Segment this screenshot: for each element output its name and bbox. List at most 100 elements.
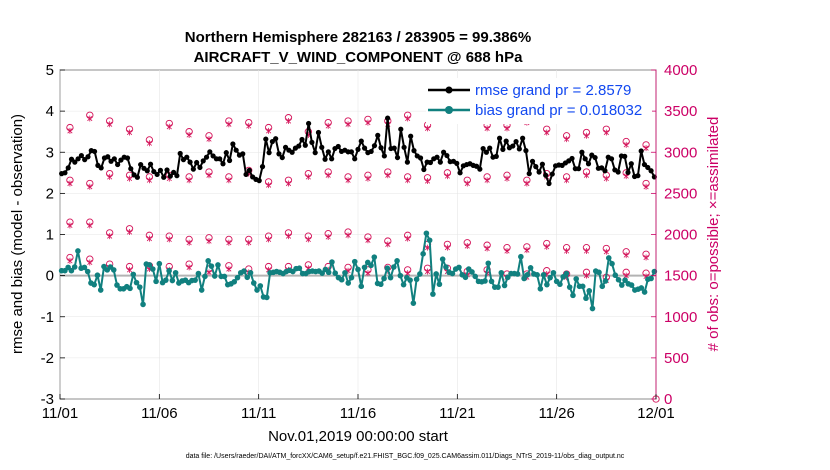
series-point	[240, 151, 246, 157]
series-point	[233, 147, 239, 153]
series-point	[325, 269, 332, 276]
series-point	[207, 149, 213, 155]
series-point	[407, 277, 413, 283]
series-point	[619, 282, 625, 288]
series-point	[78, 152, 85, 159]
series-point	[273, 136, 279, 142]
y-axis-left-label: rmse and bias (model - observation)	[9, 114, 26, 354]
obs-assimilated-point	[67, 127, 73, 134]
series-point	[197, 164, 203, 171]
series-point	[563, 270, 570, 277]
series-point	[569, 155, 575, 162]
series-point	[263, 136, 269, 142]
series-point	[540, 272, 547, 278]
series-point	[505, 274, 511, 281]
obs-assimilated-point	[146, 235, 152, 242]
legend-rmse-label: rmse grand pr = 2.8579	[475, 82, 631, 99]
obs-assimilated-point	[186, 131, 192, 138]
series-point	[169, 277, 176, 284]
obs-assimilated-point	[325, 233, 331, 240]
obs-assimilated-point	[345, 121, 351, 128]
series-point	[462, 274, 469, 281]
series-point	[147, 161, 154, 167]
series-point	[319, 270, 325, 276]
series-point	[157, 167, 164, 173]
series-point	[483, 149, 490, 155]
obs-assimilated-point	[623, 252, 629, 259]
series-point	[550, 269, 557, 276]
series-point	[434, 154, 440, 160]
series-point	[536, 169, 542, 175]
series-point	[276, 151, 282, 157]
obs-assimilated-point	[206, 269, 212, 276]
obs-assimilated-point	[583, 272, 590, 279]
series-point	[250, 280, 257, 286]
series-point	[296, 265, 303, 272]
obs-assimilated-point	[305, 173, 311, 180]
series-point	[488, 278, 495, 285]
obs-assimilated-point	[484, 177, 490, 184]
obs-assimilated-point	[166, 123, 172, 130]
obs-assimilated-point	[266, 127, 272, 134]
series-point	[215, 262, 221, 268]
x-tick-label: 11/26	[538, 405, 574, 422]
series-point	[608, 156, 615, 162]
series-point	[426, 237, 433, 244]
series-point	[355, 146, 361, 152]
series-point	[510, 143, 516, 149]
series-point	[420, 251, 426, 257]
series-point	[156, 260, 163, 267]
series-point	[417, 271, 423, 277]
series-point	[498, 269, 505, 276]
series-point	[174, 173, 180, 179]
series-point	[167, 173, 173, 179]
series-point	[85, 154, 91, 160]
series-point	[302, 142, 308, 148]
obs-assimilated-point	[107, 233, 113, 240]
legend-bias-label: bias grand pr = 0.018032	[475, 102, 642, 119]
series-point	[161, 174, 167, 180]
series-point	[164, 167, 170, 173]
series-point	[355, 266, 361, 273]
series-point	[205, 258, 211, 264]
obs-assimilated-point	[385, 241, 391, 248]
obs-assimilated-point	[325, 172, 331, 179]
series-point	[198, 287, 205, 293]
series-point	[105, 154, 111, 160]
obs-assimilated-point	[643, 254, 649, 261]
series-point	[91, 148, 98, 155]
series-point	[335, 143, 341, 150]
series-point	[441, 149, 447, 155]
obs-assimilated-point	[424, 125, 431, 132]
series-point	[130, 271, 137, 278]
series-point	[134, 174, 140, 180]
data-file-footer: data file: /Users/raeder/DAI/ATM_forcXX/…	[186, 453, 625, 460]
series-point	[444, 152, 450, 159]
series-point	[144, 168, 150, 174]
series-point	[500, 146, 506, 152]
obs-assimilated-point	[166, 236, 172, 243]
obs-assimilated-point	[146, 177, 152, 184]
series-point	[529, 158, 536, 164]
x-tick-label: 11/01	[42, 405, 78, 422]
obs-assimilated-point	[424, 268, 431, 275]
series-point	[329, 259, 335, 265]
series-point	[211, 273, 218, 279]
series-point	[133, 279, 140, 286]
series-point	[437, 159, 443, 165]
series-point	[472, 273, 479, 280]
obs-assimilated-point	[266, 182, 272, 189]
obs-assimilated-point	[603, 129, 609, 136]
series-point	[391, 264, 397, 270]
series-point	[62, 170, 68, 176]
series-point	[94, 272, 101, 279]
series-point	[485, 260, 492, 267]
right-tick-label: 2000	[664, 227, 697, 244]
obs-assimilated-point	[226, 239, 232, 246]
series-point	[246, 167, 252, 173]
series-point	[457, 170, 463, 176]
obs-assimilated-point	[484, 245, 490, 252]
obs-assimilated-point	[603, 175, 609, 182]
series-point	[368, 148, 374, 155]
